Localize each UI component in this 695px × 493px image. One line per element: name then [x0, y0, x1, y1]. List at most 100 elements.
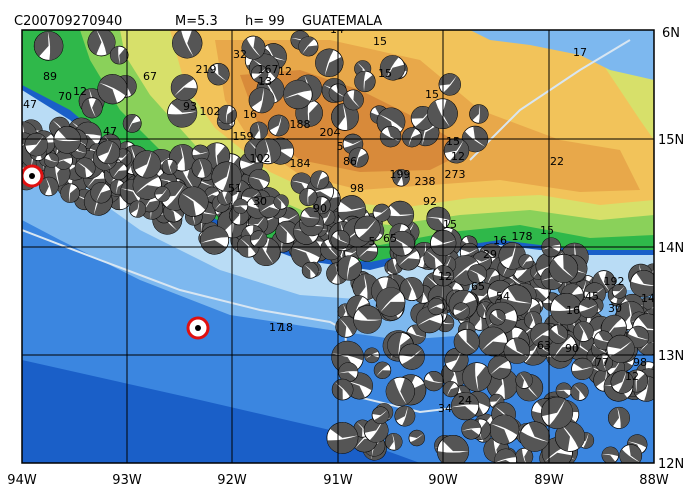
- depth-label: 18: [279, 321, 293, 334]
- beachball: [619, 444, 643, 463]
- depth-label: 63: [537, 339, 551, 352]
- depth-label: 16: [243, 108, 257, 121]
- beachball: [348, 147, 369, 168]
- beachball: [233, 198, 249, 214]
- depth-label: 15: [425, 88, 439, 101]
- beachball: [573, 321, 594, 342]
- highlight-event-west: [22, 164, 44, 188]
- x-tick: 94W: [7, 473, 37, 488]
- beachball: [469, 104, 489, 124]
- depth-label: 29: [483, 248, 497, 261]
- beachball: [248, 87, 275, 114]
- beachball: [515, 371, 533, 389]
- depth-label: 192: [604, 275, 625, 288]
- depth-label: 30: [253, 195, 267, 208]
- beachball: [132, 150, 161, 179]
- depth-label: 12: [438, 270, 452, 283]
- beachball: [443, 137, 470, 164]
- beachball: [607, 406, 631, 429]
- beachball: [44, 152, 59, 168]
- beachball: [398, 343, 425, 370]
- beachball: [330, 229, 351, 250]
- depth-value: h= 99: [245, 14, 285, 29]
- beachball: [250, 65, 269, 83]
- beachball: [353, 305, 382, 334]
- beachball: [299, 187, 318, 207]
- beachball: [241, 35, 266, 60]
- depth-label: 92: [423, 195, 437, 208]
- depth-label: 12: [278, 65, 292, 78]
- depth-label: 238: [415, 175, 436, 188]
- depth-label: 93: [183, 100, 197, 113]
- beachball: [444, 347, 469, 373]
- beachball: [503, 337, 531, 364]
- beachball: [394, 405, 416, 427]
- depth-label: 273: [445, 168, 466, 181]
- depth-label: 12: [511, 16, 525, 29]
- beachball: [489, 414, 520, 445]
- beachball: [39, 176, 59, 197]
- beachball: [283, 79, 313, 110]
- depth-label: 47: [23, 98, 37, 111]
- beachball: [549, 253, 579, 284]
- beachball: [275, 220, 299, 244]
- beachball: [467, 264, 487, 284]
- beachball: [519, 421, 550, 452]
- beachball: [74, 157, 96, 179]
- depth-label: 17: [573, 46, 587, 59]
- fault-line: [469, 39, 631, 161]
- beachball: [248, 168, 270, 191]
- depth-label: 102: [200, 105, 221, 118]
- depth-label: 22: [550, 155, 564, 168]
- beachball: [290, 237, 322, 268]
- x-tick: 89W: [534, 473, 564, 488]
- depth-label: 65: [471, 280, 485, 293]
- depth-label: 219: [196, 63, 217, 76]
- beachball: [109, 45, 129, 65]
- highlight-event-main: [186, 316, 210, 340]
- depth-label: 89: [43, 70, 57, 83]
- depth-label: 24: [458, 394, 472, 407]
- beachball: [90, 182, 112, 204]
- beachball: [379, 55, 406, 81]
- beachball: [354, 215, 381, 242]
- beachball: [386, 200, 415, 229]
- y-tick: 14N: [658, 241, 684, 256]
- beachball: [300, 207, 320, 227]
- beachball: [452, 302, 470, 320]
- beachball: [249, 121, 268, 140]
- depth-label: 15: [540, 224, 554, 237]
- depth-label: 47: [103, 125, 117, 138]
- beachball: [255, 138, 282, 165]
- beachball: [606, 334, 635, 363]
- beachball: [408, 429, 425, 447]
- beachball: [550, 293, 583, 326]
- beachball: [171, 30, 203, 59]
- depth-label: 12: [451, 150, 465, 163]
- y-axis: 12N 13N 14N 15N 6N: [658, 26, 684, 472]
- beachball: [376, 287, 406, 317]
- beachball: [571, 357, 594, 380]
- beachball: [364, 347, 380, 364]
- beachball: [610, 370, 634, 394]
- beachball: [611, 283, 627, 299]
- depth-label: 199: [390, 168, 411, 181]
- beachball: [342, 89, 364, 111]
- beachball: [178, 186, 209, 217]
- depth-label: 159: [233, 130, 254, 143]
- beachball: [337, 195, 367, 225]
- beachball: [461, 419, 482, 440]
- beachball: [384, 432, 403, 451]
- beachball: [211, 161, 242, 192]
- beachball: [267, 114, 290, 137]
- beachball: [487, 355, 512, 380]
- beachball: [401, 127, 423, 148]
- x-tick: 92W: [217, 473, 247, 488]
- beachball: [442, 381, 459, 398]
- depth-label: 184: [290, 157, 311, 170]
- depth-label: 14: [641, 292, 655, 305]
- map-header: C200709270940 M=5.3 h= 99 GUATEMALA: [14, 14, 382, 29]
- depth-label: 17: [269, 321, 283, 334]
- beachball: [301, 261, 319, 279]
- beachball: [87, 30, 116, 57]
